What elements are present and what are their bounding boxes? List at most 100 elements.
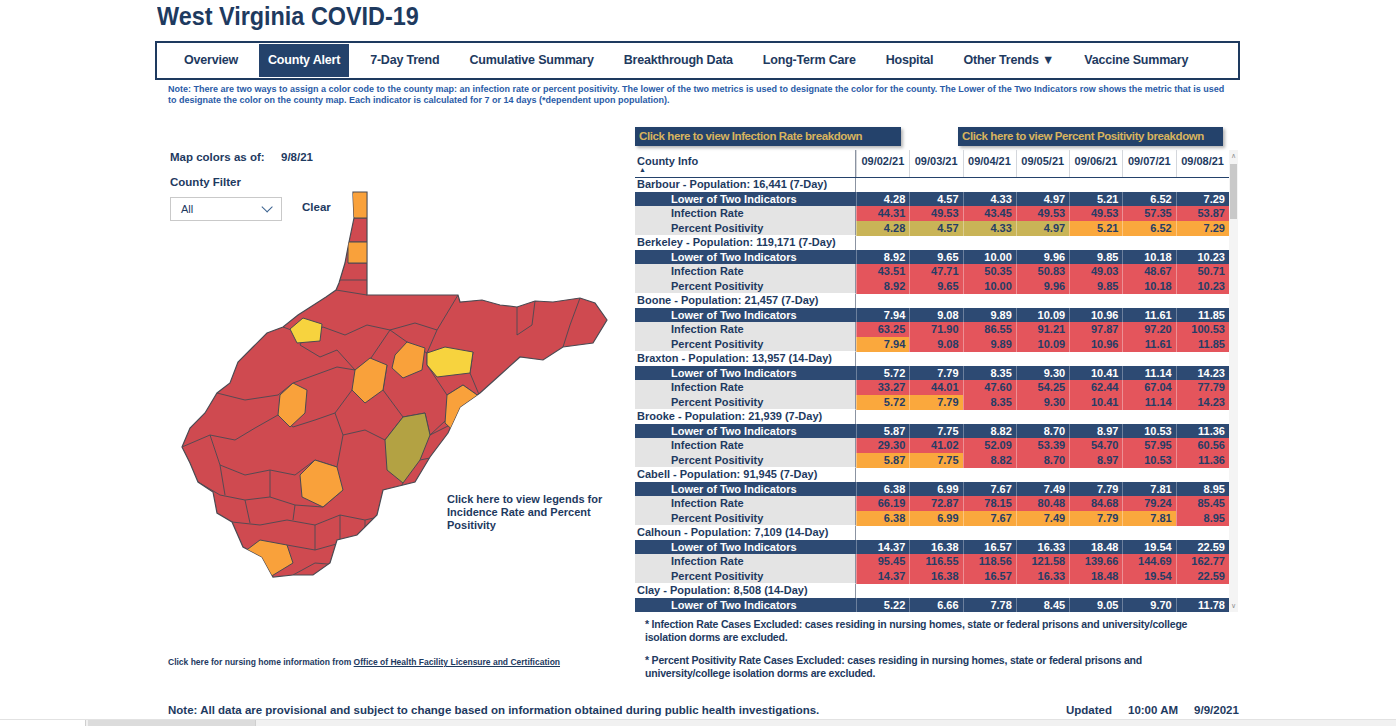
positivity-value-cell[interactable]: 6.99 <box>909 511 962 527</box>
infection-value-cell[interactable]: 44.01 <box>909 380 962 396</box>
lower-value-cell[interactable]: 7.79 <box>909 366 962 381</box>
lower-value-cell[interactable]: 10.96 <box>1069 308 1122 323</box>
lower-value-cell[interactable]: 8.45 <box>1016 598 1069 613</box>
infection-value-cell[interactable]: 62.44 <box>1069 380 1122 396</box>
positivity-value-cell[interactable]: 10.53 <box>1122 453 1175 469</box>
date-column-header[interactable]: 09/05/21 <box>1016 150 1069 177</box>
county-name[interactable]: Braxton - Population: 13,957 (14-Day) <box>635 352 856 366</box>
lower-value-cell[interactable]: 19.54 <box>1122 540 1175 555</box>
positivity-value-cell[interactable]: 5.21 <box>1069 221 1122 237</box>
positivity-value-cell[interactable]: 6.38 <box>856 511 909 527</box>
lower-value-cell[interactable]: 5.72 <box>856 366 909 381</box>
nursing-home-link[interactable]: Click here for nursing home information … <box>168 657 560 667</box>
lower-value-cell[interactable]: 7.94 <box>856 308 909 323</box>
lower-value-cell[interactable]: 10.53 <box>1122 424 1175 439</box>
infection-value-cell[interactable]: 97.20 <box>1122 322 1175 338</box>
lower-value-cell[interactable]: 6.99 <box>909 482 962 497</box>
lower-value-cell[interactable]: 7.75 <box>909 424 962 439</box>
infection-value-cell[interactable]: 139.66 <box>1069 554 1122 570</box>
infection-value-cell[interactable]: 86.55 <box>963 322 1016 338</box>
nursing-home-link-text[interactable]: Office of Health Facility Licensure and … <box>354 657 560 667</box>
positivity-value-cell[interactable]: 9.85 <box>1069 279 1122 295</box>
positivity-value-cell[interactable]: 16.33 <box>1016 569 1069 585</box>
infection-value-cell[interactable]: 52.09 <box>963 438 1016 454</box>
lower-value-cell[interactable]: 11.36 <box>1176 424 1229 439</box>
lower-value-cell[interactable]: 7.29 <box>1176 192 1229 207</box>
infection-value-cell[interactable]: 49.03 <box>1069 264 1122 280</box>
infection-value-cell[interactable]: 54.70 <box>1069 438 1122 454</box>
lower-value-cell[interactable]: 5.87 <box>856 424 909 439</box>
infection-value-cell[interactable]: 97.87 <box>1069 322 1122 338</box>
infection-value-cell[interactable]: 118.56 <box>963 554 1016 570</box>
lower-value-cell[interactable]: 11.61 <box>1122 308 1175 323</box>
positivity-value-cell[interactable]: 8.92 <box>856 279 909 295</box>
lower-value-cell[interactable]: 11.14 <box>1122 366 1175 381</box>
positivity-value-cell[interactable]: 7.67 <box>963 511 1016 527</box>
positivity-value-cell[interactable]: 10.23 <box>1176 279 1229 295</box>
positivity-value-cell[interactable]: 9.30 <box>1016 395 1069 411</box>
infection-value-cell[interactable]: 162.77 <box>1176 554 1229 570</box>
positivity-value-cell[interactable]: 22.59 <box>1176 569 1229 585</box>
infection-value-cell[interactable]: 116.55 <box>909 554 962 570</box>
tab-county-alert[interactable]: County Alert <box>259 44 349 77</box>
lower-value-cell[interactable]: 10.41 <box>1069 366 1122 381</box>
infection-value-cell[interactable]: 33.27 <box>856 380 909 396</box>
infection-value-cell[interactable]: 50.35 <box>963 264 1016 280</box>
lower-value-cell[interactable]: 9.65 <box>909 250 962 265</box>
county-info-header[interactable]: County Info▲ <box>635 150 856 177</box>
infection-value-cell[interactable]: 78.15 <box>963 496 1016 512</box>
positivity-value-cell[interactable]: 4.97 <box>1016 221 1069 237</box>
tab-other-trends-[interactable]: Other Trends ▼ <box>954 44 1063 77</box>
date-column-header[interactable]: 09/06/21 <box>1069 150 1122 177</box>
lower-value-cell[interactable]: 16.57 <box>963 540 1016 555</box>
positivity-value-cell[interactable]: 9.96 <box>1016 279 1069 295</box>
infection-value-cell[interactable]: 77.79 <box>1176 380 1229 396</box>
positivity-value-cell[interactable]: 9.89 <box>963 337 1016 353</box>
tab-breakthrough-data[interactable]: Breakthrough Data <box>615 44 742 77</box>
positivity-value-cell[interactable]: 11.85 <box>1176 337 1229 353</box>
scrollbar-thumb[interactable] <box>1230 164 1237 219</box>
infection-value-cell[interactable]: 49.53 <box>909 206 962 222</box>
infection-value-cell[interactable]: 43.51 <box>856 264 909 280</box>
lower-value-cell[interactable]: 7.78 <box>963 598 1016 613</box>
infection-value-cell[interactable]: 50.71 <box>1176 264 1229 280</box>
infection-value-cell[interactable]: 80.48 <box>1016 496 1069 512</box>
scroll-up-icon[interactable]: ∧ <box>1229 152 1238 160</box>
infection-value-cell[interactable]: 66.19 <box>856 496 909 512</box>
positivity-value-cell[interactable]: 16.57 <box>963 569 1016 585</box>
positivity-value-cell[interactable]: 8.97 <box>1069 453 1122 469</box>
positivity-value-cell[interactable]: 6.52 <box>1122 221 1175 237</box>
lower-value-cell[interactable]: 16.38 <box>909 540 962 555</box>
infection-value-cell[interactable]: 72.87 <box>909 496 962 512</box>
lower-value-cell[interactable]: 4.97 <box>1016 192 1069 207</box>
lower-value-cell[interactable]: 8.92 <box>856 250 909 265</box>
tab-7-day-trend[interactable]: 7-Day Trend <box>361 44 448 77</box>
lower-value-cell[interactable]: 6.66 <box>909 598 962 613</box>
lower-value-cell[interactable]: 4.28 <box>856 192 909 207</box>
infection-value-cell[interactable]: 100.53 <box>1176 322 1229 338</box>
lower-value-cell[interactable]: 8.35 <box>963 366 1016 381</box>
county-name[interactable]: Cabell - Population: 91,945 (7-Day) <box>635 468 856 482</box>
infection-value-cell[interactable]: 121.58 <box>1016 554 1069 570</box>
county-patch-yellow[interactable] <box>427 347 473 377</box>
lower-value-cell[interactable]: 9.89 <box>963 308 1016 323</box>
positivity-value-cell[interactable]: 7.81 <box>1122 511 1175 527</box>
tab-long-term-care[interactable]: Long-Term Care <box>754 44 865 77</box>
date-column-header[interactable]: 09/07/21 <box>1122 150 1175 177</box>
infection-value-cell[interactable]: 29.30 <box>856 438 909 454</box>
positivity-value-cell[interactable]: 8.35 <box>963 395 1016 411</box>
positivity-value-cell[interactable]: 8.70 <box>1016 453 1069 469</box>
infection-value-cell[interactable]: 85.45 <box>1176 496 1229 512</box>
positivity-value-cell[interactable]: 18.48 <box>1069 569 1122 585</box>
infection-value-cell[interactable]: 53.87 <box>1176 206 1229 222</box>
lower-value-cell[interactable]: 8.70 <box>1016 424 1069 439</box>
infection-value-cell[interactable]: 57.95 <box>1122 438 1175 454</box>
county-name[interactable]: Clay - Population: 8,508 (14-Day) <box>635 584 856 598</box>
tab-overview[interactable]: Overview <box>175 44 247 77</box>
lower-value-cell[interactable]: 7.67 <box>963 482 1016 497</box>
lower-value-cell[interactable]: 9.30 <box>1016 366 1069 381</box>
infection-value-cell[interactable]: 84.68 <box>1069 496 1122 512</box>
infection-value-cell[interactable]: 47.60 <box>963 380 1016 396</box>
lower-value-cell[interactable]: 4.33 <box>963 192 1016 207</box>
lower-value-cell[interactable]: 14.37 <box>856 540 909 555</box>
